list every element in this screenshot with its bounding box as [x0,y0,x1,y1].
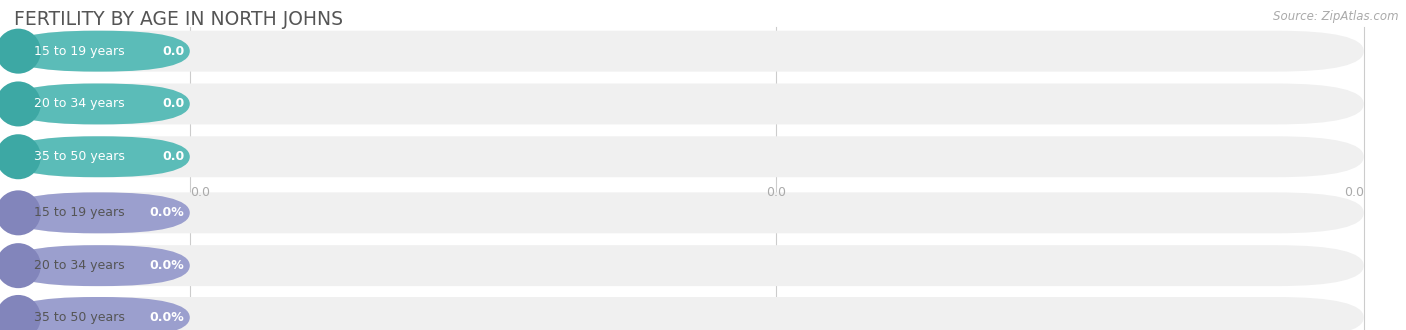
FancyBboxPatch shape [7,83,190,124]
FancyBboxPatch shape [7,83,1364,124]
Text: 35 to 50 years: 35 to 50 years [34,150,125,163]
Text: 15 to 19 years: 15 to 19 years [34,45,124,58]
FancyBboxPatch shape [7,297,1364,330]
Text: 0.0%: 0.0% [149,206,184,219]
FancyBboxPatch shape [7,31,190,72]
Ellipse shape [0,82,41,126]
Ellipse shape [0,295,41,330]
Text: 0.0: 0.0 [766,186,786,199]
Text: 0.0: 0.0 [162,97,184,111]
FancyBboxPatch shape [7,245,1364,286]
Text: 35 to 50 years: 35 to 50 years [34,311,125,324]
FancyBboxPatch shape [7,297,190,330]
Ellipse shape [0,190,41,235]
Text: 20 to 34 years: 20 to 34 years [34,97,124,111]
Text: 20 to 34 years: 20 to 34 years [34,259,124,272]
Text: FERTILITY BY AGE IN NORTH JOHNS: FERTILITY BY AGE IN NORTH JOHNS [14,10,343,29]
Ellipse shape [0,243,41,288]
Text: 0.0: 0.0 [1344,186,1364,199]
FancyBboxPatch shape [7,31,1364,72]
Text: 15 to 19 years: 15 to 19 years [34,206,124,219]
Text: 0.0: 0.0 [190,186,209,199]
FancyBboxPatch shape [7,245,190,286]
Text: 0.0%: 0.0% [149,259,184,272]
Ellipse shape [0,29,41,74]
FancyBboxPatch shape [7,136,1364,177]
Text: Source: ZipAtlas.com: Source: ZipAtlas.com [1274,10,1399,23]
Text: 0.0: 0.0 [162,150,184,163]
Text: 0.0: 0.0 [162,45,184,58]
Text: 0.0%: 0.0% [149,311,184,324]
FancyBboxPatch shape [7,192,190,233]
FancyBboxPatch shape [7,136,190,177]
FancyBboxPatch shape [7,192,1364,233]
Ellipse shape [0,134,41,179]
